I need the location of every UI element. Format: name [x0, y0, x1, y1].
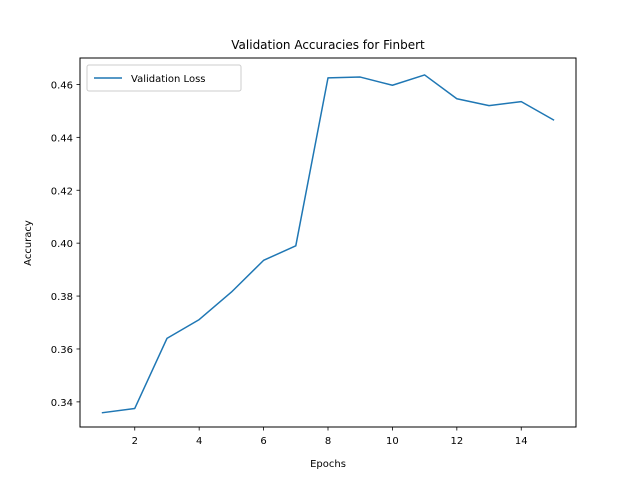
x-axis-label: Epochs [310, 459, 346, 470]
plot-area [80, 58, 576, 427]
x-tick-label: 8 [325, 436, 331, 447]
y-tick-label: 0.34 [51, 398, 73, 409]
y-axis-label: Accuracy [23, 220, 34, 266]
x-tick-label: 12 [450, 436, 463, 447]
x-tick-label: 14 [515, 436, 528, 447]
y-tick-label: 0.36 [51, 345, 73, 356]
y-tick-label: 0.42 [51, 186, 73, 197]
axis-ticks: 2 4 6 8 10 12 14 0.34 0.36 0.38 0.40 0.42 0.44 0.46 [51, 80, 528, 447]
x-tick-label: 10 [386, 436, 399, 447]
series-line [101, 74, 555, 414]
y-tick-label: 0.38 [51, 292, 73, 303]
plot-frame [79, 57, 577, 428]
y-tick-label: 0.46 [51, 80, 73, 91]
plot-marks [101, 74, 555, 414]
x-tick-label: 6 [260, 436, 266, 447]
x-tick-label: 2 [132, 436, 138, 447]
legend-label: Validation Loss [131, 74, 206, 85]
chart-title: Validation Accuracies for Finbert [231, 38, 425, 52]
y-tick-label: 0.44 [51, 133, 73, 144]
legend-box [86, 64, 242, 92]
y-tick-label: 0.40 [51, 239, 73, 250]
legend: Validation Loss [86, 64, 242, 92]
x-tick-label: 4 [196, 436, 202, 447]
